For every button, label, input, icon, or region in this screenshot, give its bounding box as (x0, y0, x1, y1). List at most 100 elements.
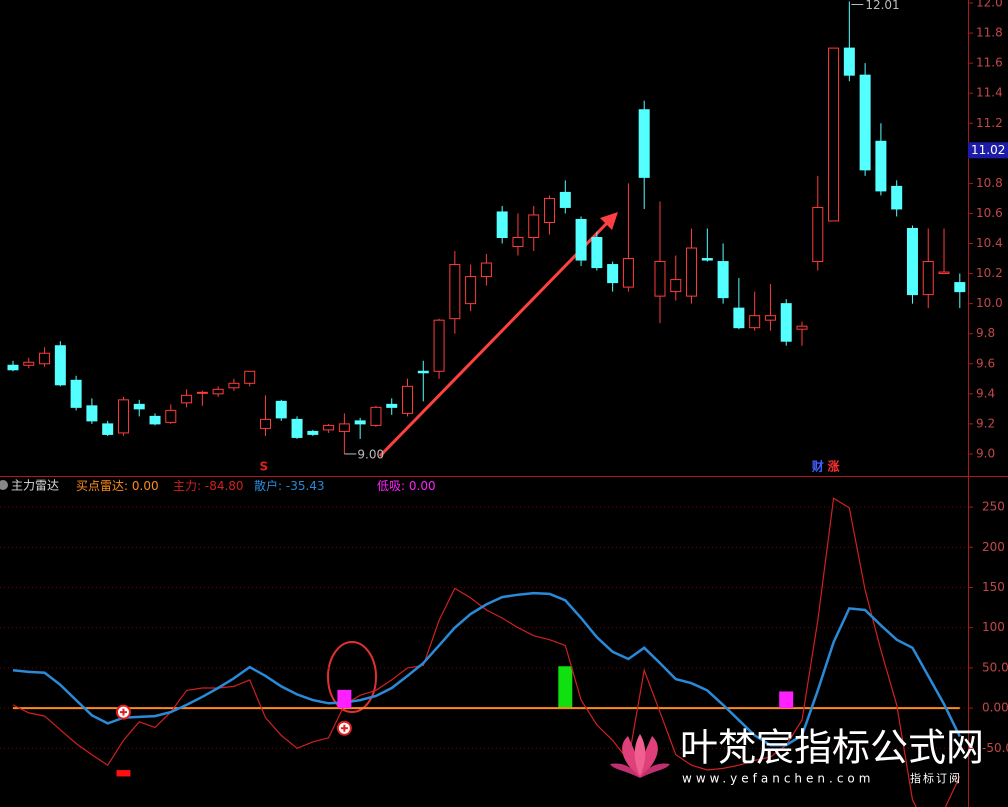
candle-body (828, 47, 840, 222)
signal-bar (116, 770, 131, 777)
y-tick-label: 150 (982, 580, 1005, 594)
cross-marker-plus (340, 724, 348, 732)
legend-entry: 主力: -84.80 (173, 479, 244, 493)
y-tick-label: 10.8 (976, 176, 1003, 190)
candle-body (354, 420, 366, 425)
candle-body (812, 206, 824, 263)
candle-body (275, 400, 287, 419)
candle-body (54, 345, 66, 386)
candle-body (607, 264, 619, 284)
candle-body (875, 140, 887, 192)
candle-body (117, 399, 129, 434)
legend-value: -35.43 (286, 479, 325, 493)
candle-body (228, 382, 240, 389)
candle-body (449, 264, 461, 320)
y-tick-label: 9.2 (976, 416, 995, 430)
indicator-title: 主力雷达 (11, 479, 59, 493)
candle-body (591, 237, 603, 269)
candle-body (86, 405, 98, 422)
candle-body (259, 418, 271, 429)
legend-name: 主力: (173, 479, 201, 493)
price-panel (7, 1, 966, 454)
candle-body (638, 109, 650, 178)
y-tick-label: 10.2 (976, 266, 1003, 280)
legend-value: -84.80 (205, 479, 244, 493)
y-tick-label: 0.00 (982, 701, 1008, 715)
candle-body (954, 282, 966, 293)
y-tick-label: 250 (982, 500, 1005, 514)
legend-name: 买点雷达: (76, 479, 128, 493)
trend-arrow (378, 220, 610, 458)
y-tick-label: 11.8 (976, 26, 1003, 40)
current-price-label: 11.02 (971, 143, 1005, 157)
y-tick-label: 11.4 (976, 86, 1003, 100)
y-tick-label: 12.0 (976, 0, 1003, 10)
candle-body (654, 261, 666, 297)
legend-value: 0.00 (132, 479, 159, 493)
y-tick-label: 10.4 (976, 236, 1003, 250)
current-price-box (968, 142, 1008, 159)
candle-body (338, 423, 350, 432)
y-tick-label: 50.00 (982, 660, 1008, 674)
signal-bar (779, 691, 794, 709)
candle-body (212, 388, 224, 395)
signal-marker: S (259, 460, 268, 474)
candle-body (559, 191, 571, 208)
candle-body (417, 370, 429, 374)
indicator-line (12, 591, 961, 747)
candle-body (70, 379, 82, 408)
candle-body (196, 391, 208, 394)
y-tick-label: 200 (982, 540, 1005, 554)
signal-marker: 财 (811, 459, 824, 474)
candle-body (480, 262, 492, 278)
candle-body (370, 406, 382, 426)
watermark-url: www.yefanchen.com (682, 772, 874, 786)
indicator-panel (0, 497, 968, 807)
y-tick-label: 11.6 (976, 56, 1003, 70)
legend-entry: 散户: -35.43 (254, 478, 325, 493)
candle-body (433, 319, 445, 372)
gear-icon (0, 480, 8, 490)
candle-body (922, 261, 934, 296)
legend-entry: 低吸: 0.00 (377, 479, 436, 493)
candle-body (780, 303, 792, 342)
y-tick-label: 100 (982, 620, 1005, 634)
candle-body (622, 258, 634, 288)
candle-body (133, 403, 145, 410)
candle-body (181, 394, 193, 404)
watermark-logo (610, 734, 670, 778)
candle-body (465, 276, 477, 305)
candle-body (307, 430, 319, 435)
candle-body (859, 74, 871, 171)
candle-body (749, 315, 761, 329)
legend-value: 0.00 (409, 479, 436, 493)
candle-body (23, 361, 35, 366)
candle-body (402, 385, 413, 414)
signal-bar (337, 689, 352, 709)
candle-body (149, 415, 161, 425)
candle-body (7, 364, 19, 371)
candle-body (323, 424, 335, 431)
y-tick-label: 11.2 (976, 116, 1003, 130)
candle-body (39, 352, 51, 365)
candle-body (891, 185, 903, 210)
candle-body (496, 211, 508, 238)
candle-body (701, 258, 713, 261)
candle-body (670, 279, 682, 293)
y-tick-label: 9.0 (976, 446, 995, 460)
legend-entry: 买点雷达: 0.00 (76, 479, 159, 493)
candle-body (938, 271, 950, 275)
candle-body (102, 423, 114, 435)
highlight-ellipse (327, 641, 377, 713)
candle-body (796, 325, 808, 330)
candle-body (512, 237, 524, 248)
candle-body (717, 261, 729, 299)
legend-name: 散户: (254, 478, 282, 493)
candle-body (244, 370, 256, 384)
watermark-title: 叶梵宸指标公式网 (680, 726, 984, 770)
cross-marker-plus (119, 708, 127, 716)
high-label: 12.01 (865, 0, 899, 12)
